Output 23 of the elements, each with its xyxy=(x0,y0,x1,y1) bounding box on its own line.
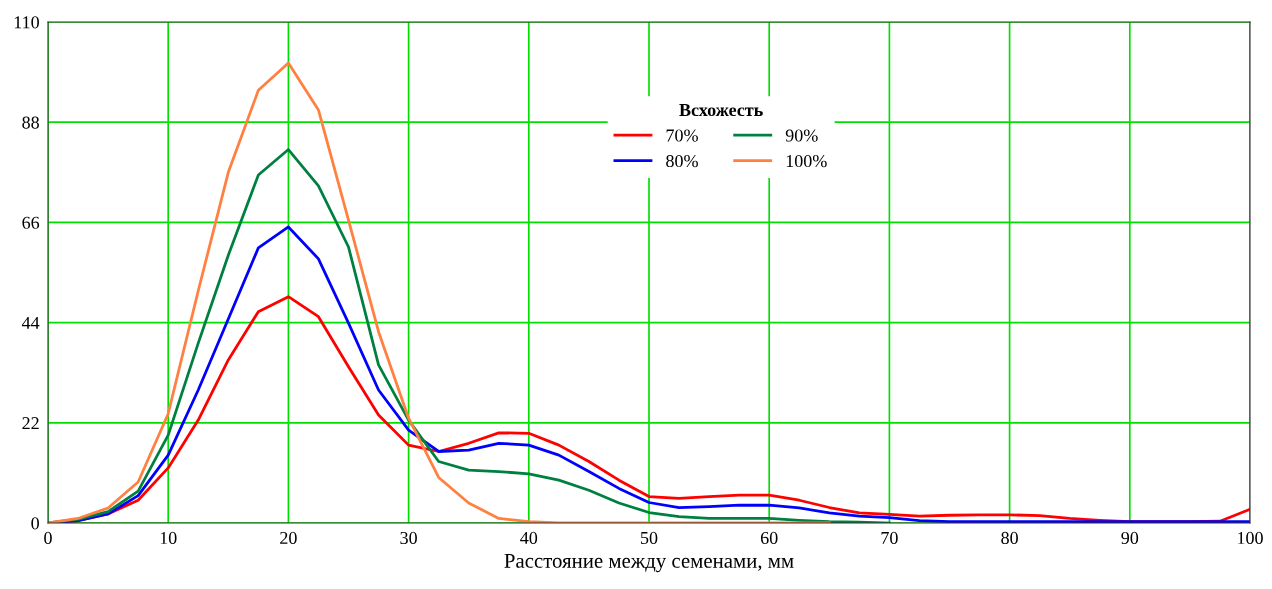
x-tick-label: 40 xyxy=(520,531,538,545)
legend-label: 90% xyxy=(785,129,818,142)
x-tick-label: 30 xyxy=(400,531,417,545)
y-tick-label: 0 xyxy=(31,517,39,530)
x-tick-label: 10 xyxy=(160,531,177,545)
x-tick-label: 100 xyxy=(1238,531,1263,545)
y-tick-label: 66 xyxy=(22,216,40,229)
legend-label: 70% xyxy=(666,129,698,142)
x-tick-label: 90 xyxy=(1121,531,1139,545)
x-tick-label: 0 xyxy=(44,531,52,545)
legend-title: Всхожесть xyxy=(679,104,763,117)
legend-label: 100% xyxy=(786,154,827,168)
y-tick-label: 110 xyxy=(14,16,39,29)
y-tick-label: 44 xyxy=(21,316,40,329)
x-tick-label: 70 xyxy=(881,531,898,545)
x-tick-label: 20 xyxy=(280,531,297,545)
x-axis-title: Расстояние между семенами, мм xyxy=(504,554,794,573)
y-tick-label: 88 xyxy=(22,116,39,129)
x-tick-label: 80 xyxy=(1001,531,1018,545)
legend-label: 80% xyxy=(666,154,698,168)
x-tick-label: 60 xyxy=(760,531,778,545)
y-tick-label: 22 xyxy=(22,417,39,430)
x-tick-label: 50 xyxy=(641,531,658,545)
